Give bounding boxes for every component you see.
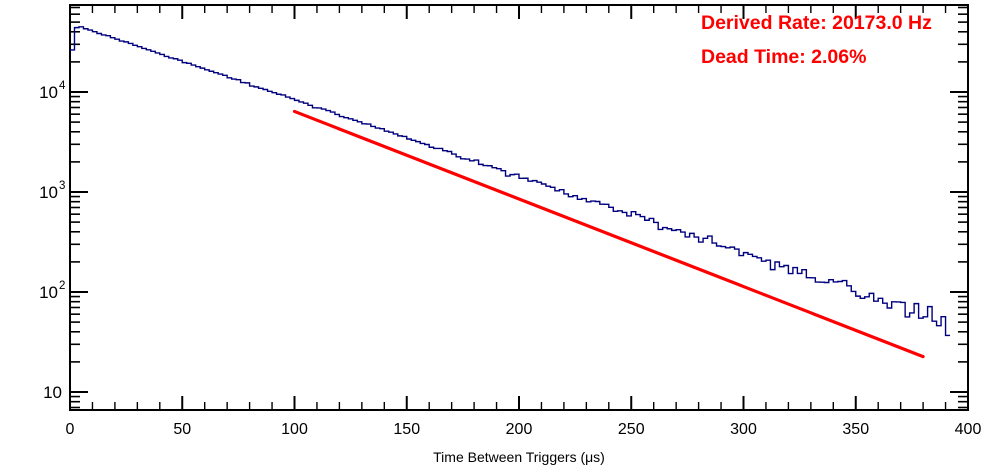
svg-text:350: 350	[842, 421, 869, 438]
svg-text:4: 4	[59, 80, 66, 92]
derived-rate-annotation: Derived Rate: 20173.0 Hz	[701, 12, 932, 34]
svg-text:300: 300	[730, 421, 757, 438]
svg-text:10: 10	[43, 383, 62, 402]
dead-time-annotation: Dead Time: 2.06%	[701, 46, 867, 68]
svg-text:10: 10	[39, 283, 58, 302]
svg-text:50: 50	[173, 421, 191, 438]
svg-text:2: 2	[59, 280, 65, 292]
plot-frame	[69, 4, 969, 411]
svg-text:400: 400	[955, 421, 982, 438]
svg-text:0: 0	[66, 421, 75, 438]
y-axis-ticks	[70, 6, 968, 409]
svg-text:3: 3	[59, 180, 65, 192]
x-axis-ticks	[69, 5, 969, 410]
svg-text:100: 100	[281, 421, 308, 438]
x-axis-tick-labels: 0 50 100 150 200 250 300 350 400	[66, 421, 982, 438]
svg-text:200: 200	[506, 421, 533, 438]
exponential-fit-line	[292, 109, 925, 359]
svg-text:150: 150	[393, 421, 420, 438]
histogram-series	[70, 26, 951, 337]
svg-text:10: 10	[39, 183, 58, 202]
svg-text:10: 10	[39, 83, 58, 102]
svg-text:250: 250	[618, 421, 645, 438]
x-axis-title: Time Between Triggers (μs)	[433, 449, 605, 465]
